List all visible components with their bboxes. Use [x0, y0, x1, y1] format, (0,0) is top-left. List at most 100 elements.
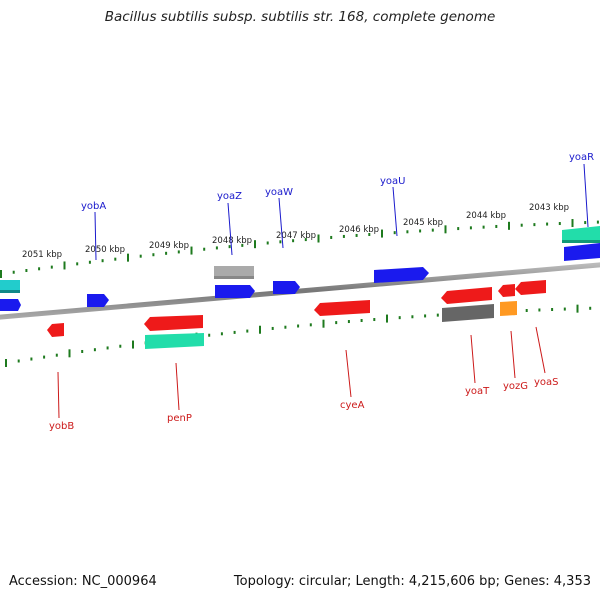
gene-arrow[interactable]: [314, 300, 370, 316]
minor-tick: [596, 220, 599, 224]
scale-label: 2048 kbp: [212, 236, 252, 246]
gene-arrow[interactable]: [87, 294, 109, 307]
minor-tick: [436, 313, 439, 317]
minor-tick: [25, 269, 28, 273]
scale-label: 2044 kbp: [466, 211, 506, 221]
major-tick: [322, 319, 325, 328]
gene-arrow[interactable]: [498, 284, 515, 297]
minor-tick: [228, 245, 231, 249]
minor-tick: [398, 316, 401, 320]
map-title: Bacillus subtilis subsp. subtilis str. 1…: [104, 9, 496, 25]
minor-tick: [88, 260, 91, 264]
major-tick: [381, 229, 383, 238]
minor-tick: [406, 230, 409, 234]
gene-arrow[interactable]: [214, 266, 254, 279]
minor-tick: [457, 227, 460, 231]
minor-tick: [520, 223, 523, 227]
minor-tick: [335, 321, 338, 325]
minor-tick: [50, 265, 53, 269]
gene-arrow[interactable]: [0, 299, 21, 311]
accession-label: Accession: NC_000964: [9, 574, 157, 589]
forward-features: [0, 226, 600, 311]
reverse-features: [47, 280, 546, 349]
major-tick: [127, 253, 129, 262]
minor-tick: [106, 346, 109, 350]
major-tick: [386, 314, 388, 323]
gene-arrow[interactable]: [442, 304, 494, 322]
minor-tick: [525, 308, 528, 312]
gene-label[interactable]: yoaW: [265, 187, 293, 198]
minor-tick: [76, 262, 79, 266]
genome-backbone: [0, 262, 600, 320]
gene-arrow[interactable]: [145, 333, 204, 349]
major-tick: [259, 325, 261, 334]
minor-tick: [266, 241, 269, 245]
gene-arrow[interactable]: [564, 243, 600, 261]
gene-arrow[interactable]: [273, 281, 300, 294]
minor-tick: [114, 257, 117, 261]
minor-tick: [309, 323, 312, 327]
minor-tick: [393, 231, 396, 235]
minor-tick: [43, 355, 46, 359]
minor-tick: [101, 259, 104, 263]
minor-tick: [241, 243, 244, 247]
gene-label[interactable]: yoaR: [569, 152, 594, 163]
minor-tick: [81, 349, 84, 353]
gene-label[interactable]: yoaU: [380, 176, 405, 187]
minor-tick: [246, 329, 249, 333]
minor-tick: [558, 222, 561, 226]
minor-tick: [347, 320, 350, 324]
gene-arrow[interactable]: [562, 226, 600, 243]
minor-tick: [177, 250, 180, 254]
minor-tick: [584, 221, 587, 225]
gene-arrow[interactable]: [500, 301, 517, 316]
minor-tick: [279, 240, 282, 244]
minor-tick: [411, 315, 414, 319]
label-leaders: [57, 163, 589, 419]
minor-tick: [12, 270, 15, 274]
minor-tick: [93, 348, 96, 352]
minor-tick: [233, 330, 236, 334]
major-tick: [317, 234, 320, 243]
minor-tick: [284, 325, 287, 329]
minor-tick: [17, 359, 20, 363]
gene-label[interactable]: yobB: [49, 421, 74, 432]
minor-tick: [203, 247, 206, 251]
minor-tick: [431, 228, 434, 232]
gene-label[interactable]: yobA: [81, 201, 106, 212]
gene-label[interactable]: penP: [167, 413, 192, 424]
major-tick: [576, 304, 579, 313]
minor-tick: [342, 234, 345, 238]
minor-tick: [330, 235, 333, 239]
gene-arrow[interactable]: [47, 323, 64, 337]
gene-arrow[interactable]: [144, 315, 203, 331]
gene-label[interactable]: yozG: [503, 381, 528, 392]
major-tick: [132, 340, 134, 349]
major-tick: [508, 221, 510, 230]
gene-arrow[interactable]: [515, 280, 546, 295]
minor-tick: [589, 306, 592, 310]
gene-label[interactable]: cyeA: [340, 400, 365, 411]
gene-label[interactable]: yoaZ: [217, 191, 242, 202]
gene-label[interactable]: yoaT: [465, 386, 490, 397]
gene-arrow[interactable]: [215, 285, 255, 298]
minor-tick: [368, 232, 371, 236]
gene-arrow[interactable]: [0, 280, 20, 292]
gene-arrow[interactable]: [374, 267, 429, 283]
minor-tick: [419, 229, 422, 233]
scale-label: 2045 kbp: [403, 218, 443, 228]
minor-tick: [355, 233, 358, 237]
minor-tick: [220, 332, 223, 336]
major-tick: [5, 359, 7, 367]
gene-label[interactable]: yoaS: [534, 377, 559, 388]
major-tick: [571, 219, 574, 228]
minor-tick: [551, 308, 554, 312]
major-tick: [190, 246, 193, 255]
minor-tick: [292, 239, 295, 243]
minor-tick: [30, 357, 33, 361]
minor-tick: [165, 251, 168, 255]
minor-tick: [119, 344, 122, 348]
minor-tick: [495, 224, 498, 228]
gene-arrow[interactable]: [441, 287, 492, 304]
minor-tick: [38, 267, 41, 271]
